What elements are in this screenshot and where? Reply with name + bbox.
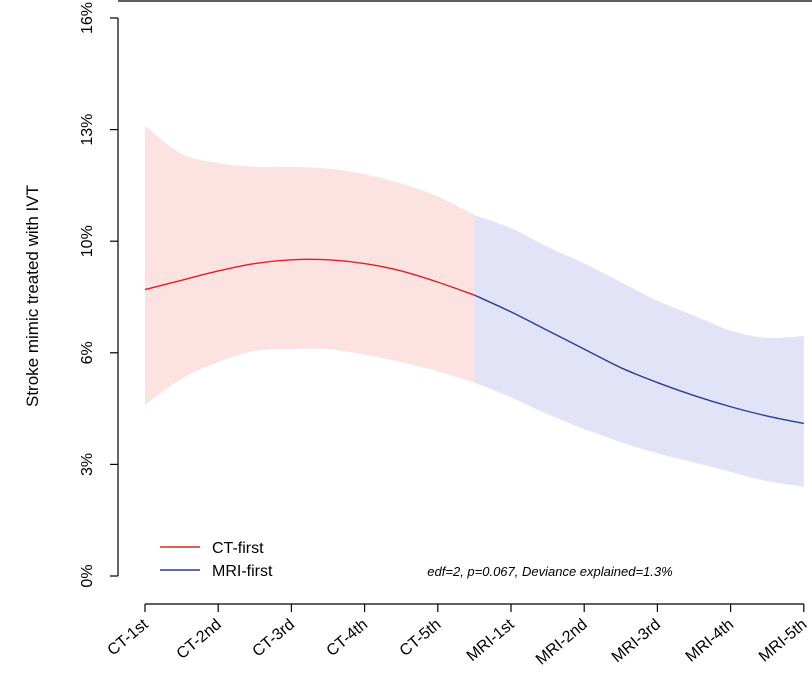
series-lines [144,258,804,425]
x-tick-label: MRI-3rd [609,616,664,666]
stats-annotation: edf=2, p=0.067, Deviance explained=1.3% [427,564,672,579]
legend: CT-first MRI-first [160,540,273,580]
series-line-mri-first [474,294,804,425]
y-axis: 0% 3% 6% 10% 13% 16% [79,2,119,588]
y-tick-label: 0% [79,564,96,587]
y-tick-label: 10% [79,225,96,257]
x-tick-label: MRI-2nd [533,616,591,668]
y-axis-label: Stroke mimic treated with IVT [23,185,42,407]
y-tick-label: 13% [79,114,96,146]
band-mri-first [474,215,804,487]
x-tick-label: MRI-4th [683,616,738,666]
y-tick-label: 16% [79,2,96,34]
legend-label: MRI-first [212,563,273,580]
x-tick-label: CT-3rd [250,616,298,660]
y-tick-label: 3% [79,453,96,476]
x-tick-label: CT-4th [323,616,371,660]
x-tick-label: MRI-1st [464,616,518,665]
band-ct-first [145,125,475,405]
x-tick-label: CT-5th [397,616,445,660]
series-line-ct-first [144,258,475,296]
x-tick-label: CT-1st [105,616,152,660]
x-axis: CT-1st CT-2nd CT-3rd CT-4th CT-5th MRI-1st MRI… [105,603,811,669]
y-tick-label: 6% [79,341,96,364]
confidence-bands [145,125,804,487]
x-tick-label: CT-2nd [174,616,225,663]
legend-label: CT-first [212,540,264,557]
x-tick-label: MRI-5th [756,616,811,666]
